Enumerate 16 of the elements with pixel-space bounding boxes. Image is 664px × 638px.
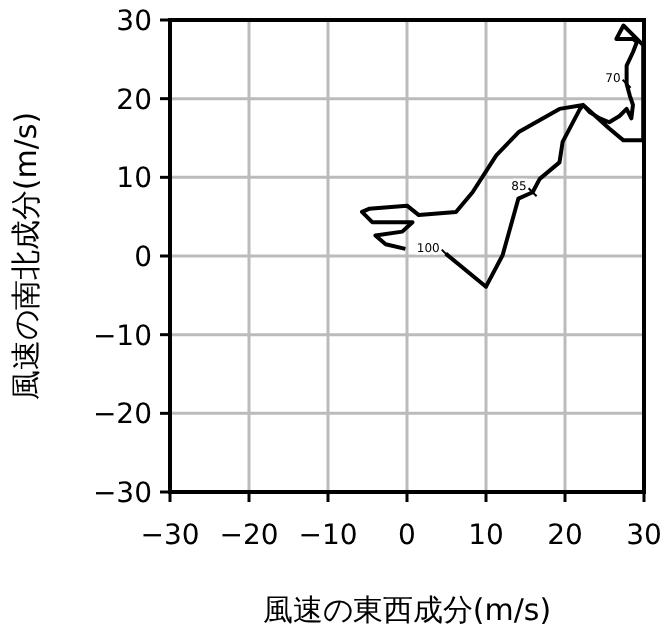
y-tick-label: 10 bbox=[116, 163, 152, 196]
x-tick-label: 30 bbox=[626, 520, 662, 552]
y-tick-label: −20 bbox=[92, 399, 152, 432]
y-tick-label: 30 bbox=[116, 6, 152, 38]
x-tick-label: −10 bbox=[298, 520, 358, 552]
y-axis-title: 風速の南北成分(m/s) bbox=[8, 111, 44, 401]
y-tick-label: 0 bbox=[134, 242, 152, 274]
x-tick-label: 20 bbox=[547, 520, 583, 552]
x-tick-label: −30 bbox=[140, 520, 200, 552]
x-tick-label: 0 bbox=[398, 520, 416, 552]
y-tick-label: −10 bbox=[92, 320, 152, 353]
y-tick-label: −30 bbox=[92, 478, 152, 510]
x-tick-label: 10 bbox=[468, 520, 504, 552]
x-tick-label: −20 bbox=[219, 520, 279, 552]
y-tick-label: 20 bbox=[116, 84, 152, 117]
x-axis-title: 風速の東西成分(m/s) bbox=[262, 592, 552, 628]
